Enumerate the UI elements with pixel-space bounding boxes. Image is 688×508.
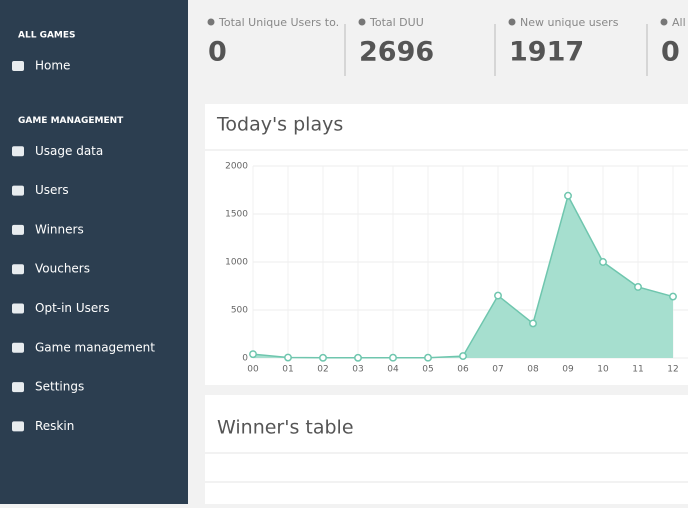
- nav-item[interactable]: Reskin: [35, 419, 74, 433]
- winners-panel: [205, 395, 688, 504]
- nav-item[interactable]: Users: [35, 183, 69, 197]
- point: [354, 353, 362, 362]
- y-tick-label: 0: [242, 354, 248, 364]
- nav-item[interactable]: Settings: [35, 380, 84, 394]
- x-tick-label: 10: [597, 365, 609, 375]
- y-tick-label: 2000: [225, 162, 248, 172]
- x-tick-label: 02: [317, 365, 328, 375]
- point: [529, 319, 537, 328]
- section-title: ALL GAMES: [18, 31, 76, 41]
- nav-icon: [12, 421, 24, 432]
- point: [249, 350, 257, 359]
- stat-icon: [508, 18, 516, 26]
- nav-item[interactable]: Home: [35, 59, 70, 73]
- panel-title: Winner's table: [217, 417, 354, 439]
- x-tick-label: 06: [457, 365, 469, 375]
- x-tick-label: 01: [282, 365, 293, 375]
- nav-icon: [12, 224, 24, 235]
- chart-title: Today's plays: [216, 114, 343, 136]
- stat-label: New unique users: [520, 16, 619, 29]
- stat-label: All: [672, 16, 686, 29]
- point: [634, 283, 642, 291]
- stat-value: 1917: [509, 37, 584, 68]
- point: [669, 292, 677, 301]
- nav-icon: [12, 185, 24, 196]
- x-tick-label: 12: [667, 365, 678, 375]
- point: [494, 291, 502, 300]
- point: [459, 352, 467, 361]
- nav-icon: [12, 264, 24, 275]
- point: [284, 353, 292, 362]
- nav-icon: [12, 146, 24, 157]
- sidebar: [0, 0, 188, 504]
- x-tick-label: 08: [527, 365, 539, 375]
- point: [389, 353, 397, 362]
- stat-icon: [358, 18, 366, 26]
- x-tick-label: 05: [422, 365, 433, 375]
- point: [319, 353, 327, 362]
- stat-label: Total DUU: [369, 16, 424, 29]
- section-title: GAME MANAGEMENT: [18, 116, 124, 126]
- stat-value: 0: [208, 37, 227, 68]
- point: [599, 258, 607, 266]
- stat-icon: [660, 18, 668, 26]
- nav-item[interactable]: Game management: [35, 340, 155, 354]
- nav-item[interactable]: Vouchers: [35, 262, 90, 276]
- nav-icon: [12, 61, 24, 71]
- y-tick-label: 500: [231, 306, 248, 316]
- x-tick-label: 03: [352, 365, 363, 375]
- nav-item[interactable]: Winners: [35, 222, 84, 236]
- x-tick-label: 00: [247, 365, 259, 375]
- stat-value: 2696: [359, 37, 434, 68]
- point: [564, 191, 572, 200]
- nav-icon: [12, 303, 24, 314]
- stat-icon: [207, 18, 215, 26]
- stat-label: Total Unique Users to.: [218, 16, 339, 29]
- nav-item[interactable]: Opt-in Users: [35, 301, 109, 315]
- x-tick-label: 07: [492, 365, 503, 375]
- x-tick-label: 04: [387, 365, 399, 375]
- point: [424, 353, 432, 362]
- stat-value: 0: [661, 37, 680, 68]
- y-tick-label: 1000: [225, 258, 248, 268]
- nav-item[interactable]: Usage data: [35, 144, 103, 158]
- area: [253, 195, 673, 358]
- nav-icon: [12, 382, 24, 393]
- nav-icon: [12, 342, 24, 353]
- y-tick-label: 1500: [225, 210, 248, 220]
- x-tick-label: 11: [632, 365, 643, 375]
- x-tick-label: 09: [562, 365, 574, 375]
